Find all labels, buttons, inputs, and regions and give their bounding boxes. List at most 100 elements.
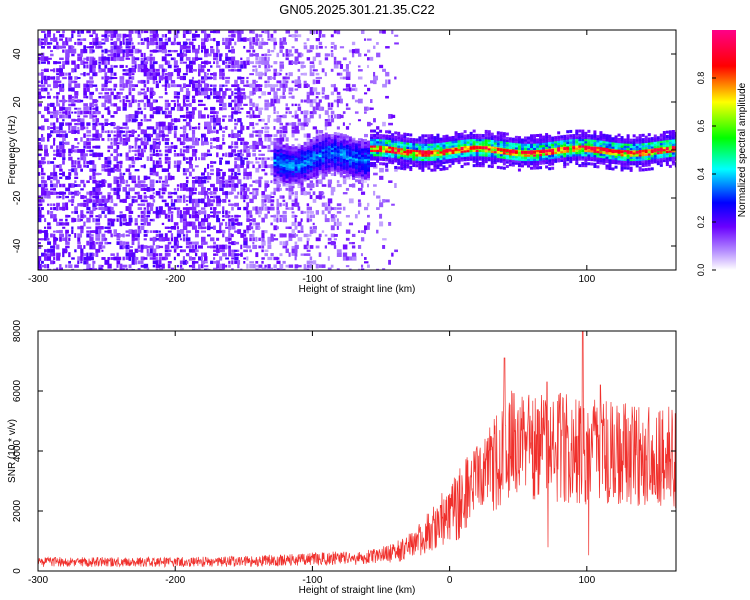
spectrogram-cell <box>285 226 290 229</box>
spectrogram-cell <box>514 157 518 161</box>
spectrogram-cell <box>499 166 503 170</box>
spectrogram-cell <box>291 248 296 254</box>
spectrogram-cell <box>303 191 307 196</box>
spectrogram-cell <box>231 133 236 139</box>
spectrogram-cell <box>363 171 367 175</box>
spectrogram-cell <box>246 38 250 42</box>
spectrogram-cell <box>59 65 62 68</box>
spectrogram-cell <box>370 144 374 148</box>
spectrogram-cell <box>379 134 383 138</box>
spectrogram-cell <box>204 87 208 92</box>
spectrogram-cell <box>502 162 506 166</box>
spectrogram-cell <box>237 207 242 211</box>
spectrogram-cell <box>44 118 49 123</box>
spectrogram-cell <box>330 91 335 96</box>
spectrogram-cell <box>279 69 283 72</box>
spectrogram-cell <box>345 169 349 173</box>
spectrogram-cell <box>143 263 149 269</box>
spectrogram-cell <box>261 217 265 223</box>
spectrogram-cell <box>182 218 187 222</box>
spectrogram-cell <box>65 49 70 53</box>
spectrogram-cell <box>204 83 208 89</box>
spectrogram-cell <box>225 64 229 69</box>
spectrogram-cell <box>182 125 187 131</box>
spectrogram-cell <box>391 139 395 143</box>
spectrogram-cell <box>143 61 149 65</box>
spectrogram-cell <box>273 179 278 185</box>
spectrogram-cell <box>493 139 497 143</box>
spectrogram-cell <box>373 129 377 133</box>
spectrogram-cell <box>406 152 410 156</box>
spectrogram-cell <box>128 249 133 253</box>
spectrogram-cell <box>306 253 311 256</box>
spectrogram-cell <box>158 180 161 183</box>
spectrogram-cell <box>403 162 407 166</box>
spectrogram-cell <box>288 264 294 268</box>
spectrogram-cell <box>164 184 170 187</box>
spectrogram-cell <box>499 131 503 135</box>
spectrogram-cell <box>418 157 422 161</box>
spectrogram-cell <box>282 133 287 138</box>
spectrogram-cell <box>237 118 242 123</box>
spectrogram-cell <box>74 149 79 153</box>
spectrogram-cell <box>191 225 197 230</box>
spectrogram-cell <box>107 53 112 57</box>
spectrogram-cell <box>382 147 386 151</box>
spectrogram-cell <box>318 134 322 138</box>
spectrogram-cell <box>204 210 207 215</box>
spectrogram-cell <box>246 210 251 215</box>
spectrogram-cell <box>345 150 349 154</box>
spectrogram-cell <box>382 138 386 142</box>
spectrogram-ridge-peak <box>566 146 570 150</box>
spectrogram-cell <box>442 135 446 139</box>
spectrogram-cell <box>294 244 299 250</box>
spectrogram-cell <box>119 92 123 95</box>
spectrogram-cell <box>38 229 42 234</box>
spectrogram-cell <box>282 114 287 119</box>
spectrogram-cell <box>89 106 92 111</box>
spectrogram-cell <box>324 160 328 164</box>
spectrogram-cell <box>59 106 63 111</box>
spectrogram-cell <box>146 248 149 253</box>
spectrogram-cell <box>391 143 395 147</box>
spectrogram-cell <box>182 172 187 176</box>
spectrogram-cell <box>77 236 81 242</box>
spectrogram-cell <box>363 169 367 173</box>
spectrogram-cell <box>59 125 63 131</box>
spectrogram-cell <box>140 264 146 268</box>
spectrogram-cell <box>38 244 42 249</box>
spectrogram-cell <box>258 107 264 110</box>
spectrogram-cell <box>204 218 209 223</box>
spectrogram-cell <box>360 175 364 179</box>
spectrogram-cell <box>330 168 334 172</box>
spectrogram-cell <box>412 144 416 148</box>
spectrogram-cell <box>143 145 147 150</box>
spectrogram-cell <box>297 148 301 152</box>
spectrogram-cell <box>517 159 521 163</box>
spectrogram-cell <box>303 141 307 145</box>
spectrogram-cell <box>222 233 225 238</box>
spectrogram-cell <box>412 161 416 165</box>
spectrogram-cell <box>228 241 233 245</box>
spectrogram-cell <box>318 60 322 65</box>
spectrogram-cell <box>182 183 187 189</box>
spectrogram-cell <box>188 163 194 169</box>
spectrogram-cell <box>104 164 109 168</box>
spectrogram-cell <box>276 88 281 91</box>
spectrogram-cell <box>291 221 297 227</box>
spectrogram-cell <box>255 210 260 215</box>
spectrogram-cell <box>333 168 337 172</box>
spectrogram-cell <box>342 153 346 157</box>
spectrogram-cell <box>38 95 42 100</box>
spectrogram-cell <box>445 167 449 171</box>
spectrogram-cell <box>185 195 191 199</box>
spectrogram-cell <box>234 103 239 107</box>
spectrogram-cell <box>357 175 361 179</box>
spectrogram-cell <box>318 156 322 160</box>
spectrogram-cell <box>309 91 315 96</box>
spectrogram-cell <box>56 256 61 261</box>
spectrogram-cell <box>279 129 283 134</box>
spectrogram-cell <box>86 72 90 76</box>
spectrogram-cell <box>324 57 329 61</box>
spectrogram-cell <box>128 80 133 84</box>
